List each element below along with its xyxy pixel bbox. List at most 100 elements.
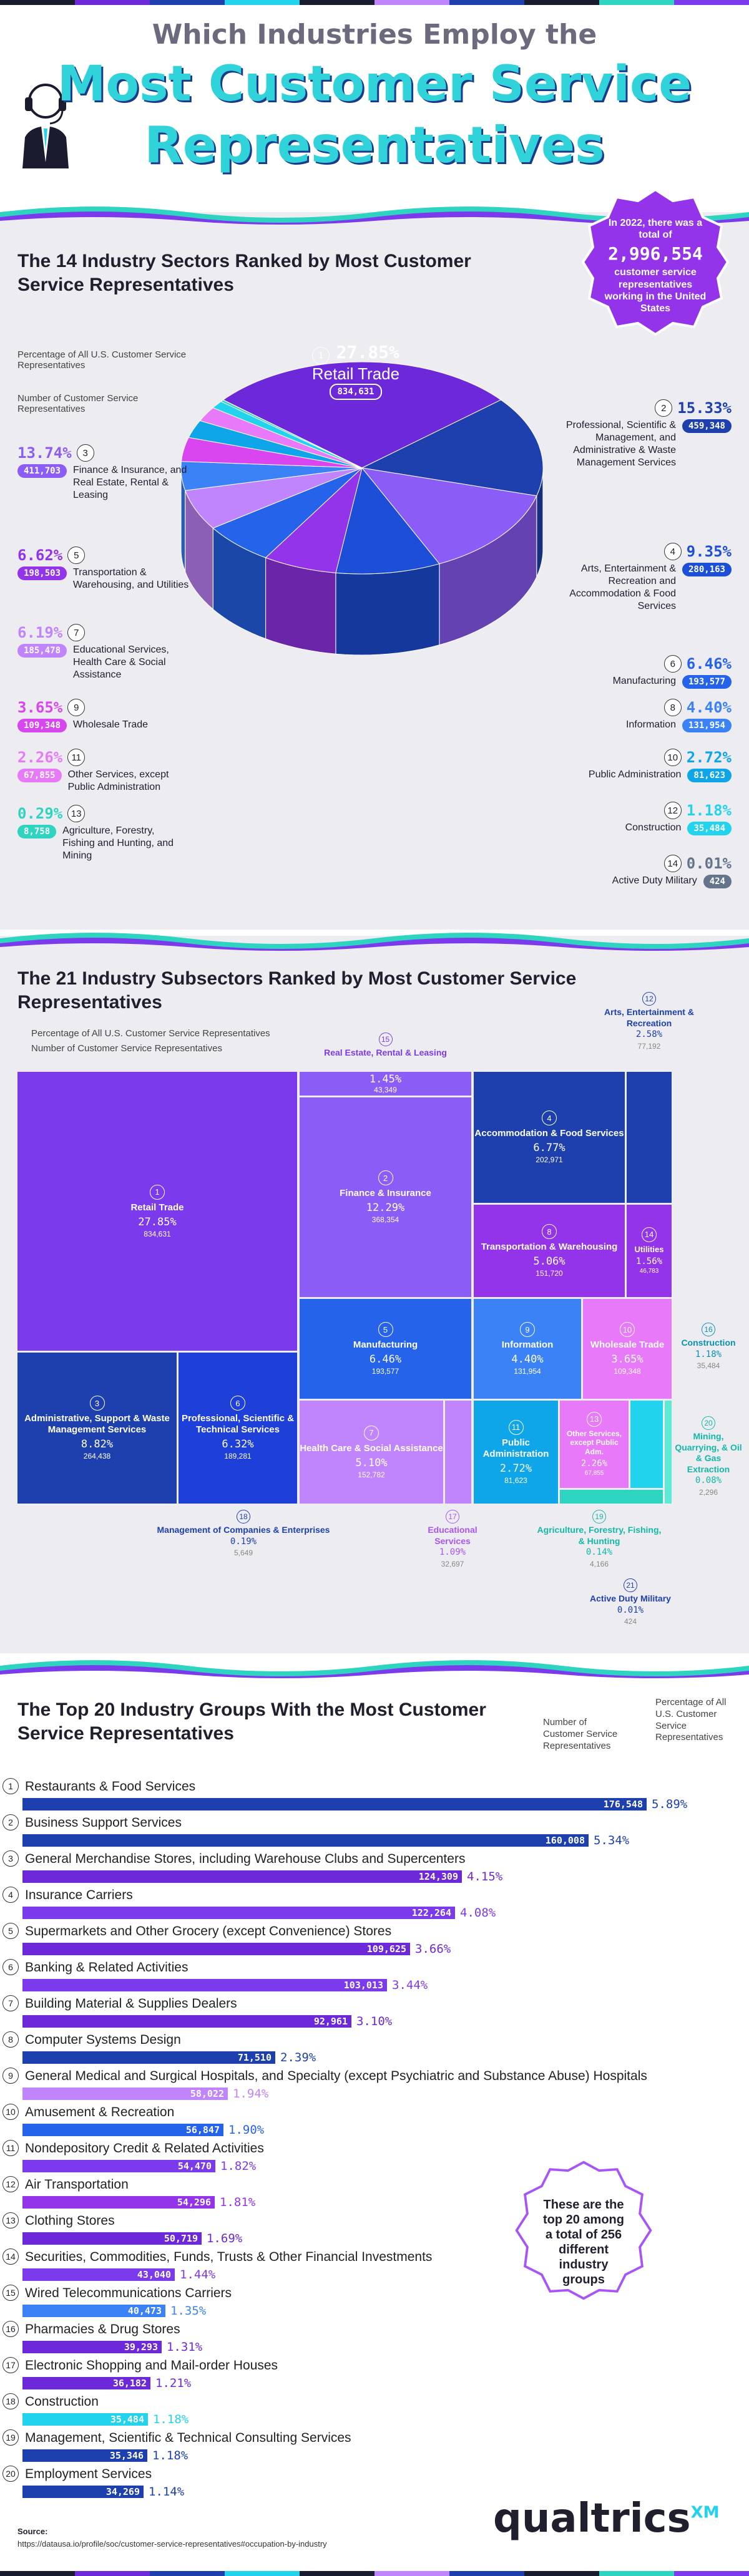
bar-value: 36,182 — [112, 2378, 147, 2389]
ext-pct: 1.09% — [439, 1547, 466, 1557]
ext-value: 35,484 — [697, 1361, 720, 1370]
tile-rank: 9 — [520, 1322, 535, 1337]
tile-label: Health Care & Social Assistance — [300, 1442, 443, 1454]
ext-pct: 2.58% — [635, 1029, 663, 1039]
pie-slice-5 — [265, 467, 363, 573]
tile-rank: 4 — [542, 1111, 557, 1125]
bar-rank: 8 — [2, 2031, 19, 2048]
header — [0, 5, 749, 198]
ext-rank: 19 — [592, 1510, 606, 1524]
sector-label-12: 12 1.18% Construction 35,484 — [526, 802, 732, 835]
tile-value: 152,782 — [358, 1470, 385, 1479]
bar-label: Nondepository Credit & Related Activitie… — [25, 2141, 264, 2156]
tile-value: 151,720 — [536, 1269, 563, 1278]
ext-value: 4,166 — [589, 1559, 609, 1568]
brand-name: qualtrics — [493, 2496, 691, 2542]
bar-label: General Medical and Surgical Hospitals, … — [25, 2069, 647, 2083]
bar — [22, 2268, 175, 2281]
sector-pct: 1.18% — [686, 802, 732, 819]
bar-row: 16 Pharmacies & Drug Stores 39,293 1.31% — [0, 2321, 749, 2357]
ext-agriculture: 19 Agriculture, Forestry, Fishing, & Hun… — [537, 1510, 662, 1569]
ext-label: Construction — [681, 1338, 736, 1348]
ext-rank: 20 — [702, 1416, 715, 1430]
tile-pct: 12.29% — [366, 1202, 405, 1214]
bar-value: 92,961 — [313, 2016, 348, 2027]
bar — [22, 1943, 410, 1955]
sector-label-3: 13.74% 3 411,703 Finance & Insurance, and R… — [17, 444, 205, 502]
tile-rank: 5 — [378, 1322, 393, 1337]
bar-row: 13 Clothing Stores 50,719 1.69% — [0, 2212, 749, 2248]
legend-pct-2: Percentage of All U.S. Customer Service … — [31, 1028, 270, 1039]
sector-pct: 15.33% — [677, 399, 732, 417]
bar-row: 15 Wired Telecommunications Carriers 40,47… — [0, 2285, 749, 2321]
pie-slice-side-5 — [265, 557, 336, 654]
ext-value: 77,192 — [637, 1041, 661, 1051]
bar-pct: 4.15% — [467, 1870, 503, 1883]
tile-value: 264,438 — [83, 1452, 111, 1461]
tile-rank: 10 — [620, 1322, 635, 1337]
tile-rank: 2 — [378, 1170, 393, 1185]
sector-rank: 2 — [655, 399, 673, 417]
tile-pct: 5.06% — [533, 1255, 565, 1268]
bar-value: 54,296 — [177, 2197, 211, 2208]
ext-real-estate: 15 Real Estate, Rental & Leasing — [300, 1033, 471, 1059]
tile-label: Utilities — [634, 1244, 664, 1254]
tile-value: 43,349 — [374, 1086, 397, 1094]
sector-label-7: 6.19% 7 185,478 Educational Services, Healt… — [17, 624, 205, 681]
tile-value: 368,354 — [371, 1215, 399, 1224]
bar-value: 56,847 — [185, 2124, 220, 2136]
bar — [22, 2377, 150, 2389]
tile-pct: 3.65% — [611, 1353, 644, 1366]
bar-label: Wired Telecommunications Carriers — [25, 2286, 232, 2300]
sector-pct: 13.74% — [17, 444, 72, 462]
ext-rank: 12 — [642, 992, 656, 1006]
sector-value: 8,758 — [17, 825, 57, 838]
tile-pct: 4.40% — [511, 1353, 544, 1366]
sector-value: 459,348 — [682, 419, 732, 433]
legend-num-2: Number of Customer Service Representativ… — [31, 1043, 222, 1054]
bar-row: 11 Nondepository Credit & Related Activit… — [0, 2140, 749, 2176]
sector-name: Arts, Entertainment & Recreation and Acc… — [569, 563, 676, 611]
sector-pct: 0.01% — [686, 855, 732, 872]
sector-name: Other Services, except Public Administra… — [67, 769, 169, 792]
ext-management: 18 Management of Companies & Enterprises… — [150, 1510, 337, 1558]
bar-row: 10 Amusement & Recreation 56,847 1.90% — [0, 2104, 749, 2140]
bar-pct: 5.34% — [594, 1834, 630, 1847]
tile-value: 81,623 — [504, 1475, 527, 1485]
bar-label: Construction — [25, 2394, 99, 2409]
bar-label: Insurance Carriers — [25, 1888, 133, 1902]
bar-row: 1 Restaurants & Food Services 176,548 5.89% — [0, 1778, 749, 1814]
wave-divider — [0, 207, 749, 226]
ext-label: Arts, Entertainment & Recreation — [604, 1007, 694, 1028]
bar-label: Building Material & Supplies Dealers — [25, 1996, 237, 2011]
bar-row: 19 Management, Scientific & Technical Con… — [0, 2429, 749, 2466]
bar-pct: 1.18% — [153, 2413, 189, 2426]
sector-name: Transportation & Warehousing, and Utilit… — [73, 567, 189, 590]
sector-rank: 13 — [67, 805, 86, 822]
bar-rank: 12 — [2, 2176, 19, 2192]
title-line-1: Which Industries Employ the — [152, 19, 597, 51]
bar-value: 39,293 — [124, 2341, 158, 2353]
retail-name: Retail Trade — [311, 364, 400, 383]
bar-row: 9 General Medical and Surgical Hospitals,… — [0, 2068, 749, 2104]
tile-value: 46,783 — [639, 1268, 659, 1275]
tile-pct: 5.10% — [355, 1456, 388, 1469]
bar-rank: 7 — [2, 1995, 19, 2011]
bar — [22, 2341, 162, 2353]
bar-row: 17 Electronic Shopping and Mail-order Hou… — [0, 2357, 749, 2393]
bar-label: Pharmacies & Drug Stores — [25, 2322, 180, 2336]
tile-value: 834,631 — [144, 1229, 171, 1238]
bar-rank: 11 — [2, 2140, 19, 2156]
ext-arts: 12 Arts, Entertainment & Recreation 2.58… — [580, 992, 718, 1051]
source-link[interactable]: https://datausa.io/profile/soc/customer-… — [17, 2539, 327, 2549]
ext-value: 424 — [624, 1617, 637, 1626]
tile-educational — [445, 1401, 471, 1504]
bar-pct: 1.35% — [170, 2304, 207, 2318]
tile-rank: 1 — [150, 1184, 165, 1200]
ext-rank: 18 — [237, 1510, 250, 1524]
bar-pct: 1.94% — [233, 2087, 269, 2101]
tile-rank: 13 — [587, 1411, 602, 1427]
bar-pct: 3.44% — [392, 1978, 428, 1992]
bar-label: Supermarkets and Other Grocery (except C… — [25, 1924, 392, 1938]
